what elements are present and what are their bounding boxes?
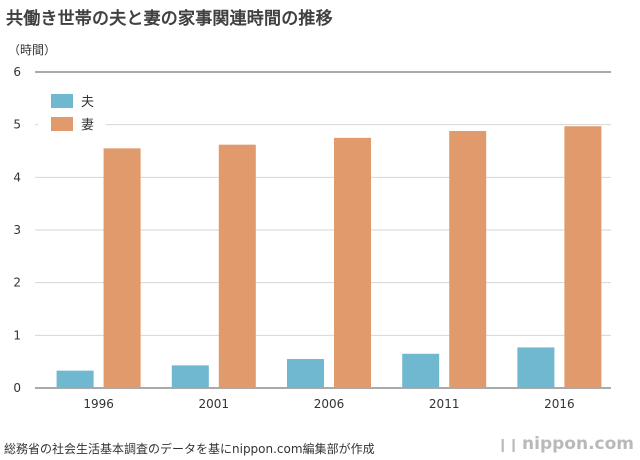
y-tick-label: 0 (13, 381, 21, 395)
y-tick-labels: 0 1 2 3 4 5 6 (13, 65, 21, 395)
brand-name: nippon.com (522, 434, 634, 454)
legend-label-wife: 妻 (81, 118, 94, 133)
bar-wife-2016 (564, 126, 602, 388)
y-tick-label: 1 (13, 328, 21, 342)
x-tick-label: 2001 (199, 397, 230, 411)
brand-mark-icon: ❙❙ (497, 438, 520, 453)
bar-husband-1996 (56, 370, 94, 388)
legend-swatch-wife (51, 117, 73, 131)
y-tick-label: 5 (13, 118, 21, 132)
chart-title: 共働き世帯の夫と妻の家事関連時間の推移 (6, 9, 333, 29)
bar-husband-2001 (171, 365, 209, 388)
x-tick-label: 2016 (544, 397, 575, 411)
bar-husband-2006 (287, 359, 324, 388)
bar-wife-2006 (334, 137, 371, 388)
bar-husband-2011 (402, 353, 440, 388)
bar-husband-2016 (517, 347, 555, 388)
x-tick-labels: 1996 2001 2006 2011 2016 (83, 397, 574, 411)
x-tick-label: 2011 (429, 397, 460, 411)
y-tick-label: 6 (13, 65, 21, 79)
y-tick-label: 2 (13, 276, 21, 290)
legend: 夫 妻 (38, 83, 106, 141)
legend-swatch-husband (51, 94, 73, 108)
bar-wife-2011 (449, 130, 487, 388)
y-tick-label: 4 (13, 170, 21, 184)
brand-logo: ❙❙ nippon.com (497, 434, 634, 454)
source-note: 総務省の社会生活基本調査のデータを基にnippon.com編集部が作成 (4, 442, 375, 456)
x-tick-label: 2006 (314, 397, 345, 411)
y-axis-label: （時間） (8, 43, 56, 57)
legend-label-husband: 夫 (81, 95, 94, 110)
bar-wife-1996 (103, 148, 141, 388)
bar-wife-2001 (218, 144, 256, 388)
legend-box (38, 83, 106, 141)
bars (56, 126, 602, 388)
x-tick-label: 1996 (83, 397, 114, 411)
y-tick-label: 3 (13, 223, 21, 237)
